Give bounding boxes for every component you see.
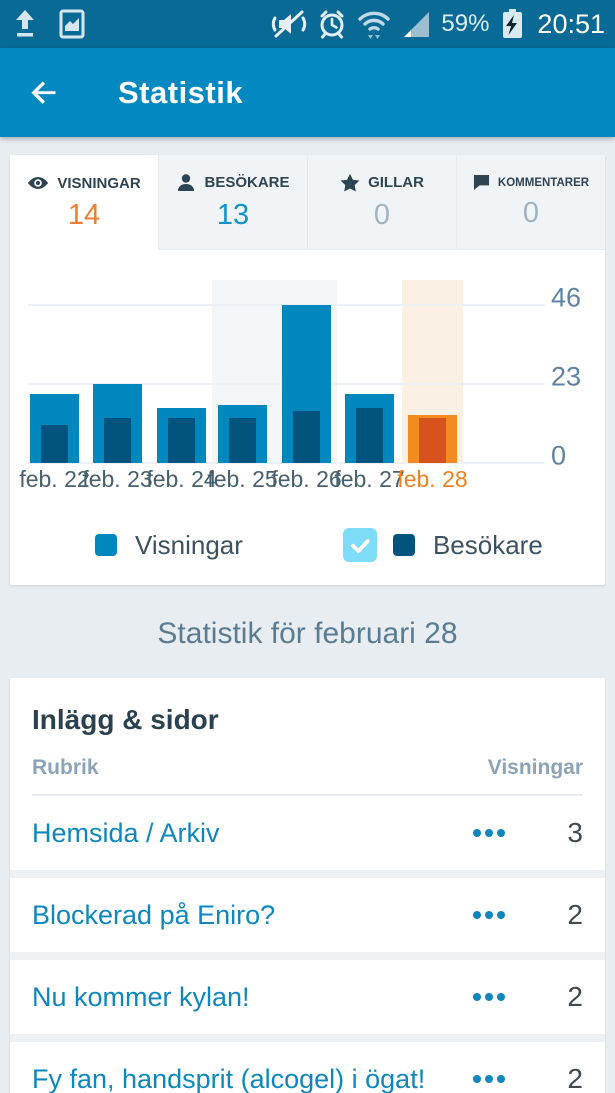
bar-besokare[interactable] xyxy=(356,408,383,463)
check-icon xyxy=(351,539,370,554)
battery-percent: 59% xyxy=(441,10,490,37)
post-link[interactable]: Fy fan, handsprit (alcogel) i ögat! xyxy=(32,1064,426,1093)
back-button[interactable] xyxy=(26,75,62,111)
eye-icon xyxy=(28,177,49,189)
y-axis-label: 23 xyxy=(551,361,582,392)
status-left-icons xyxy=(10,8,88,40)
legend-swatch-besokare xyxy=(392,534,415,556)
bar-besokare[interactable] xyxy=(229,418,256,463)
tab-value-besokare: 13 xyxy=(216,198,250,231)
legend-label-visningar: Visningar xyxy=(135,529,243,560)
row-divider xyxy=(10,870,605,878)
stats-tabs: VISNINGAR 14 BESÖKARE 13 GILLA xyxy=(10,155,605,250)
row-menu-button[interactable] xyxy=(473,829,505,837)
table-row: Hemsida / Arkiv 3 xyxy=(32,796,583,870)
tab-value-kommentarer: 0 xyxy=(522,197,540,229)
page-title: Statistik xyxy=(118,74,244,110)
clock: 20:51 xyxy=(537,8,605,39)
arrow-left-icon xyxy=(31,81,56,104)
besokare-checkbox[interactable] xyxy=(342,528,377,562)
post-link[interactable]: Nu kommer kylan! xyxy=(32,982,250,1012)
row-views: 2 xyxy=(567,981,583,1012)
table-header: Rubrik Visningar xyxy=(32,756,583,796)
tab-label: BESÖKARE xyxy=(204,174,290,191)
tab-gillar[interactable]: GILLAR 0 xyxy=(307,155,456,250)
person-icon xyxy=(178,173,195,191)
x-axis-label: feb. 26 xyxy=(271,466,342,492)
tab-besokare[interactable]: BESÖKARE 13 xyxy=(158,155,307,250)
legend-swatch-visningar xyxy=(95,534,117,556)
bar-besokare[interactable] xyxy=(104,418,131,463)
upload-icon xyxy=(16,10,34,37)
mute-vibrate-icon xyxy=(272,10,307,38)
status-bar: 59% 20:51 xyxy=(0,0,615,48)
y-axis-label: 0 xyxy=(551,440,567,471)
row-menu-button[interactable] xyxy=(473,993,505,1001)
row-menu-button[interactable] xyxy=(473,911,505,919)
legend-label-besokare: Besökare xyxy=(432,529,543,560)
x-axis-label: feb. 23 xyxy=(82,466,153,492)
bar-besokare[interactable] xyxy=(419,418,446,463)
tab-value-visningar: 14 xyxy=(67,199,101,231)
bar-besokare[interactable] xyxy=(41,425,68,463)
column-visningar: Visningar xyxy=(487,756,583,779)
posts-card-title: Inlägg & sidor xyxy=(32,704,219,735)
tab-label: GILLAR xyxy=(368,174,424,191)
row-divider xyxy=(10,952,605,960)
app-header: Statistik xyxy=(0,48,615,137)
row-menu-button[interactable] xyxy=(473,1075,505,1083)
gridline xyxy=(28,462,545,464)
comment-icon xyxy=(473,174,489,191)
stats-card: VISNINGAR 14 BESÖKARE 13 GILLA xyxy=(10,155,605,585)
tab-visningar[interactable]: VISNINGAR 14 xyxy=(10,155,158,250)
table-row: Fy fan, handsprit (alcogel) i ögat! 2 xyxy=(32,1042,583,1093)
row-views: 2 xyxy=(567,1063,583,1093)
x-axis-label: feb. 25 xyxy=(207,466,278,492)
bar-besokare[interactable] xyxy=(293,411,320,463)
star-icon xyxy=(340,173,360,191)
signal-icon xyxy=(404,12,430,37)
x-axis-label: feb. 27 xyxy=(334,466,405,492)
battery-charging-icon xyxy=(503,9,523,38)
x-axis-label: feb. 22 xyxy=(19,466,90,492)
tab-label: KOMMENTARER xyxy=(497,176,590,189)
posts-card: Inlägg & sidor Rubrik Visningar Hemsida … xyxy=(10,678,605,1093)
row-views: 3 xyxy=(567,817,583,848)
column-rubrik: Rubrik xyxy=(32,756,99,779)
row-views: 2 xyxy=(567,899,583,930)
screenshot-stats-icon xyxy=(59,9,85,39)
bar-chart: 46 23 0 feb. 22 feb. 23 feb. 24 feb. 25 feb. 26… xyxy=(10,250,605,505)
chart-legend: Visningar Besökare xyxy=(10,505,605,585)
alarm-icon xyxy=(320,10,344,39)
tab-label: VISNINGAR xyxy=(57,174,141,192)
x-axis-label: feb. 24 xyxy=(146,466,217,492)
post-link[interactable]: Blockerad på Eniro? xyxy=(32,900,276,930)
y-axis-label: 46 xyxy=(551,282,582,313)
status-right-icons: 59% 20:51 xyxy=(271,7,605,41)
post-link[interactable]: Hemsida / Arkiv xyxy=(32,818,220,848)
row-divider xyxy=(10,1034,605,1042)
section-heading: Statistik för februari 28 xyxy=(157,617,458,650)
table-row: Nu kommer kylan! 2 xyxy=(32,960,583,1034)
bar-besokare[interactable] xyxy=(168,418,195,463)
table-row: Blockerad på Eniro? 2 xyxy=(32,878,583,952)
x-axis-label: feb. 28 xyxy=(397,466,468,492)
tab-kommentarer[interactable]: KOMMENTARER 0 xyxy=(456,155,605,250)
wifi-icon xyxy=(358,11,391,39)
tab-value-gillar: 0 xyxy=(373,198,391,231)
